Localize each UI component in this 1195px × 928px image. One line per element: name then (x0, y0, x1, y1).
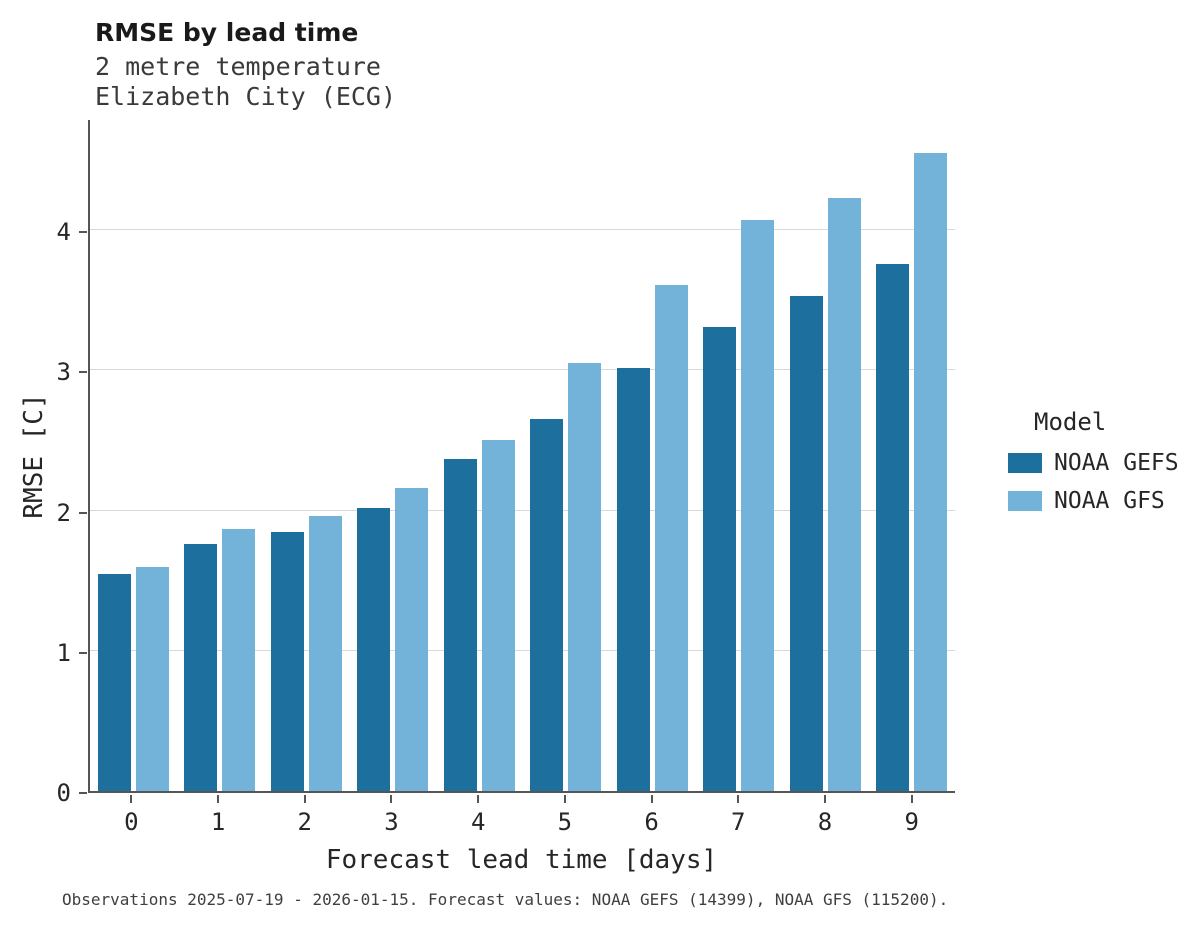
y-tick-label: 2 (56, 498, 71, 527)
bar-noaa-gefs-day-2 (270, 531, 304, 791)
bar-noaa-gefs-day-9 (876, 263, 910, 791)
y-tick-mark (79, 511, 87, 514)
legend-swatch-noaa-gefs (1008, 453, 1042, 473)
bar-group-day-7 (696, 120, 783, 791)
x-tick-8: 8 (782, 795, 869, 836)
bar-noaa-gefs-day-6 (616, 367, 650, 791)
x-tick-mark (130, 795, 133, 803)
x-tick-6: 6 (608, 795, 695, 836)
gridline-y4 (90, 229, 955, 231)
x-tick-label: 5 (557, 808, 573, 836)
bar-group-day-8 (782, 120, 869, 791)
x-tick-label: 4 (470, 808, 486, 836)
y-tick-label: 1 (56, 638, 71, 667)
bar-noaa-gfs-day-8 (827, 197, 861, 791)
bar-noaa-gfs-day-6 (654, 284, 688, 791)
x-tick-3: 3 (348, 795, 435, 836)
bar-group-day-1 (177, 120, 264, 791)
legend-title: Model (1034, 408, 1107, 436)
y-tick-label: 3 (56, 358, 71, 387)
bar-noaa-gefs-day-0 (97, 573, 131, 791)
x-tick-mark (303, 795, 306, 803)
bar-noaa-gfs-day-2 (308, 516, 342, 791)
bar-noaa-gefs-day-8 (789, 296, 823, 791)
chart-title: RMSE by lead time (95, 18, 359, 47)
y-tick-mark (79, 371, 87, 374)
legend-entry-noaa-gefs: NOAA GEFS (1008, 450, 1179, 476)
legend-swatch-noaa-gfs (1008, 491, 1042, 511)
bar-noaa-gefs-day-1 (184, 544, 218, 791)
caption: Observations 2025-07-19 - 2026-01-15. Fo… (62, 890, 949, 909)
legend-label-noaa-gefs: NOAA GEFS (1054, 450, 1179, 476)
bar-group-day-5 (523, 120, 610, 791)
x-tick-label: 3 (384, 808, 399, 836)
bars-container (90, 120, 955, 791)
y-tick-mark (79, 231, 87, 234)
x-tick-0: 0 (88, 795, 175, 836)
x-tick-label: 9 (904, 808, 919, 836)
y-tick-mark (79, 792, 87, 794)
x-tick-9: 9 (868, 795, 955, 836)
bar-noaa-gfs-day-3 (395, 488, 429, 791)
bar-noaa-gfs-day-7 (741, 220, 775, 791)
y-axis-ticks: 0 1 2 3 4 (34, 120, 87, 807)
y-tick-label: 0 (56, 779, 71, 807)
bar-group-day-9 (869, 120, 956, 791)
gridline-y1 (90, 649, 955, 651)
bar-noaa-gfs-day-4 (481, 440, 515, 791)
chart-subtitle-variable: 2 metre temperature (95, 52, 381, 81)
x-tick-mark (910, 795, 913, 803)
gridline-y2 (90, 509, 955, 511)
x-axis-title: Forecast lead time [days] (325, 845, 718, 875)
bar-noaa-gfs-day-5 (568, 363, 602, 791)
x-tick-mark (217, 795, 220, 803)
gridline-y3 (90, 369, 955, 371)
x-tick-label: 2 (297, 808, 312, 836)
x-tick-label: 0 (124, 808, 139, 836)
bar-noaa-gefs-day-7 (703, 326, 737, 791)
bar-noaa-gfs-day-0 (135, 566, 169, 791)
bar-noaa-gefs-day-3 (357, 507, 391, 791)
legend-entry-noaa-gfs: NOAA GFS (1008, 488, 1179, 514)
x-tick-1: 1 (175, 795, 262, 836)
bar-group-day-6 (609, 120, 696, 791)
x-tick-mark (737, 795, 740, 803)
x-tick-7: 7 (695, 795, 782, 836)
x-tick-mark (477, 795, 480, 803)
bar-noaa-gefs-day-4 (443, 458, 477, 791)
bar-noaa-gfs-day-9 (914, 153, 948, 791)
y-tick-label: 4 (56, 218, 71, 247)
x-tick-label: 8 (817, 808, 833, 836)
x-tick-mark (563, 795, 566, 803)
x-tick-2: 2 (261, 795, 348, 836)
chart-subtitle-location: Elizabeth City (ECG) (95, 82, 397, 111)
legend-label-noaa-gfs: NOAA GFS (1054, 488, 1165, 514)
bar-group-day-4 (436, 120, 523, 791)
x-tick-label: 6 (644, 808, 659, 836)
x-axis-ticks: 0 1 2 3 4 5 6 7 8 9 (88, 795, 955, 836)
bar-noaa-gfs-day-1 (222, 528, 256, 791)
plot-area (88, 120, 955, 793)
bar-group-day-3 (350, 120, 437, 791)
x-tick-mark (823, 795, 826, 803)
x-tick-label: 1 (210, 808, 226, 836)
bar-group-day-0 (90, 120, 177, 791)
x-tick-mark (650, 795, 653, 803)
y-tick-mark (79, 651, 87, 654)
x-tick-mark (390, 795, 393, 803)
x-tick-label: 7 (731, 808, 746, 836)
x-tick-4: 4 (435, 795, 522, 836)
bar-noaa-gefs-day-5 (530, 419, 564, 791)
x-tick-5: 5 (522, 795, 609, 836)
legend: Model NOAA GEFS NOAA GFS (1008, 408, 1179, 526)
bar-group-day-2 (263, 120, 350, 791)
